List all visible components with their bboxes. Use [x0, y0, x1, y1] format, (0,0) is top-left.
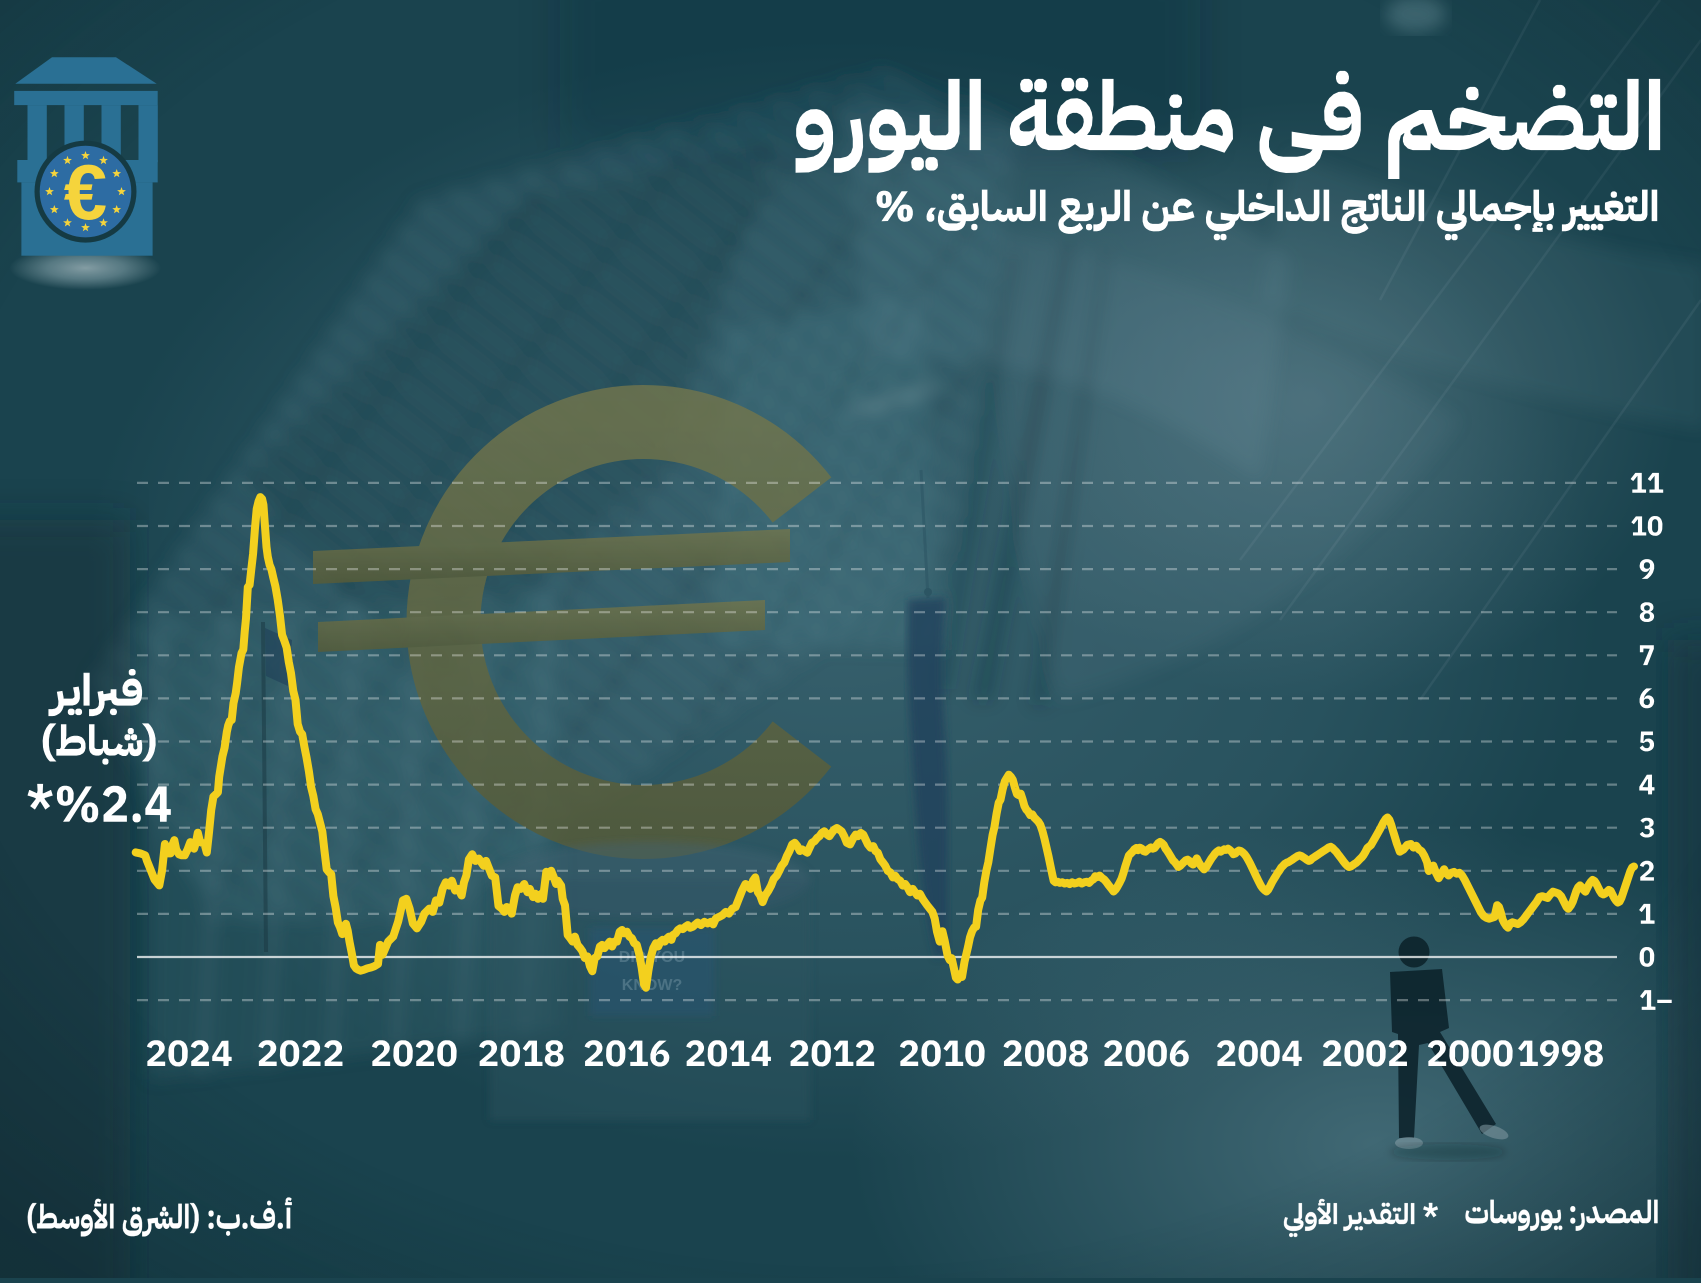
svg-text:€: €	[64, 148, 107, 236]
